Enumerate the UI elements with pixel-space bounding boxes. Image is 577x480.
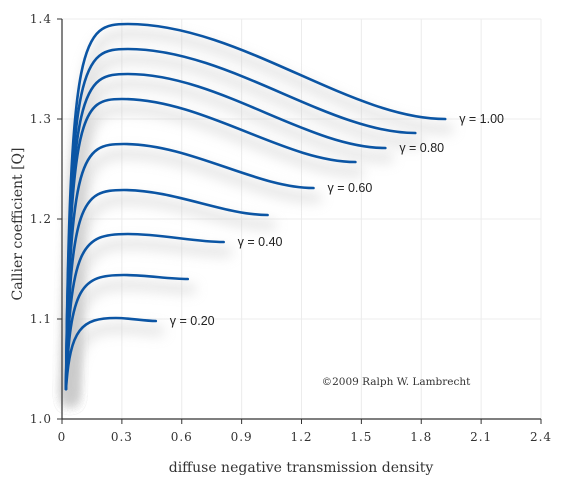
- x-tick-label: 0.9: [231, 430, 253, 444]
- series-label: γ = 0.40: [238, 235, 283, 249]
- x-axis-title: diffuse negative transmission density: [169, 460, 434, 476]
- x-tick-label: 0.3: [111, 430, 133, 444]
- x-tick-label: 0.6: [171, 430, 193, 444]
- series-shadow: [65, 323, 165, 404]
- y-tick-label: 1.1: [30, 312, 52, 326]
- x-tick-label: 2.1: [470, 430, 492, 444]
- y-axis-title: Callier coefficient [Q]: [10, 148, 26, 301]
- series-labels: γ = 0.20 γ = 0.40 γ = 0.60 γ = 0.80 γ = 1.00: [170, 112, 504, 328]
- series-line: [64, 142, 315, 391]
- copyright-annotation: ©2009 Ralph W. Lambrecht: [322, 376, 472, 388]
- y-tick-label: 1.3: [30, 112, 52, 126]
- x-tick-labels: 0 0.3 0.6 0.9 1.2 1.5 1.8 2.1 2.4: [58, 430, 552, 444]
- y-tick-label: 1.2: [30, 212, 52, 226]
- x-tick-label: 1.2: [290, 430, 312, 444]
- series-label: γ = 0.20: [170, 314, 215, 328]
- x-tick-label: 1.5: [350, 430, 372, 444]
- series-label: γ = 1.00: [459, 112, 504, 126]
- series-line: [64, 273, 190, 391]
- y-tick-label: 1.4: [30, 12, 52, 26]
- x-tick-label: 0: [58, 430, 67, 444]
- y-tick-label: 1.0: [30, 412, 52, 426]
- chart-curves: [64, 22, 447, 391]
- series-line: [64, 316, 158, 391]
- series-line: [64, 232, 225, 391]
- chart-axes: [57, 18, 542, 424]
- series-label: γ = 0.80: [399, 141, 444, 155]
- curve-shadows: [65, 29, 454, 404]
- series-line: [64, 188, 269, 391]
- series-label: γ = 0.60: [327, 181, 372, 195]
- y-tick-labels: 1.0 1.1 1.2 1.3 1.4: [30, 12, 52, 426]
- x-tick-label: 1.8: [410, 430, 432, 444]
- series-line: [64, 22, 447, 391]
- x-tick-label: 2.4: [530, 430, 552, 444]
